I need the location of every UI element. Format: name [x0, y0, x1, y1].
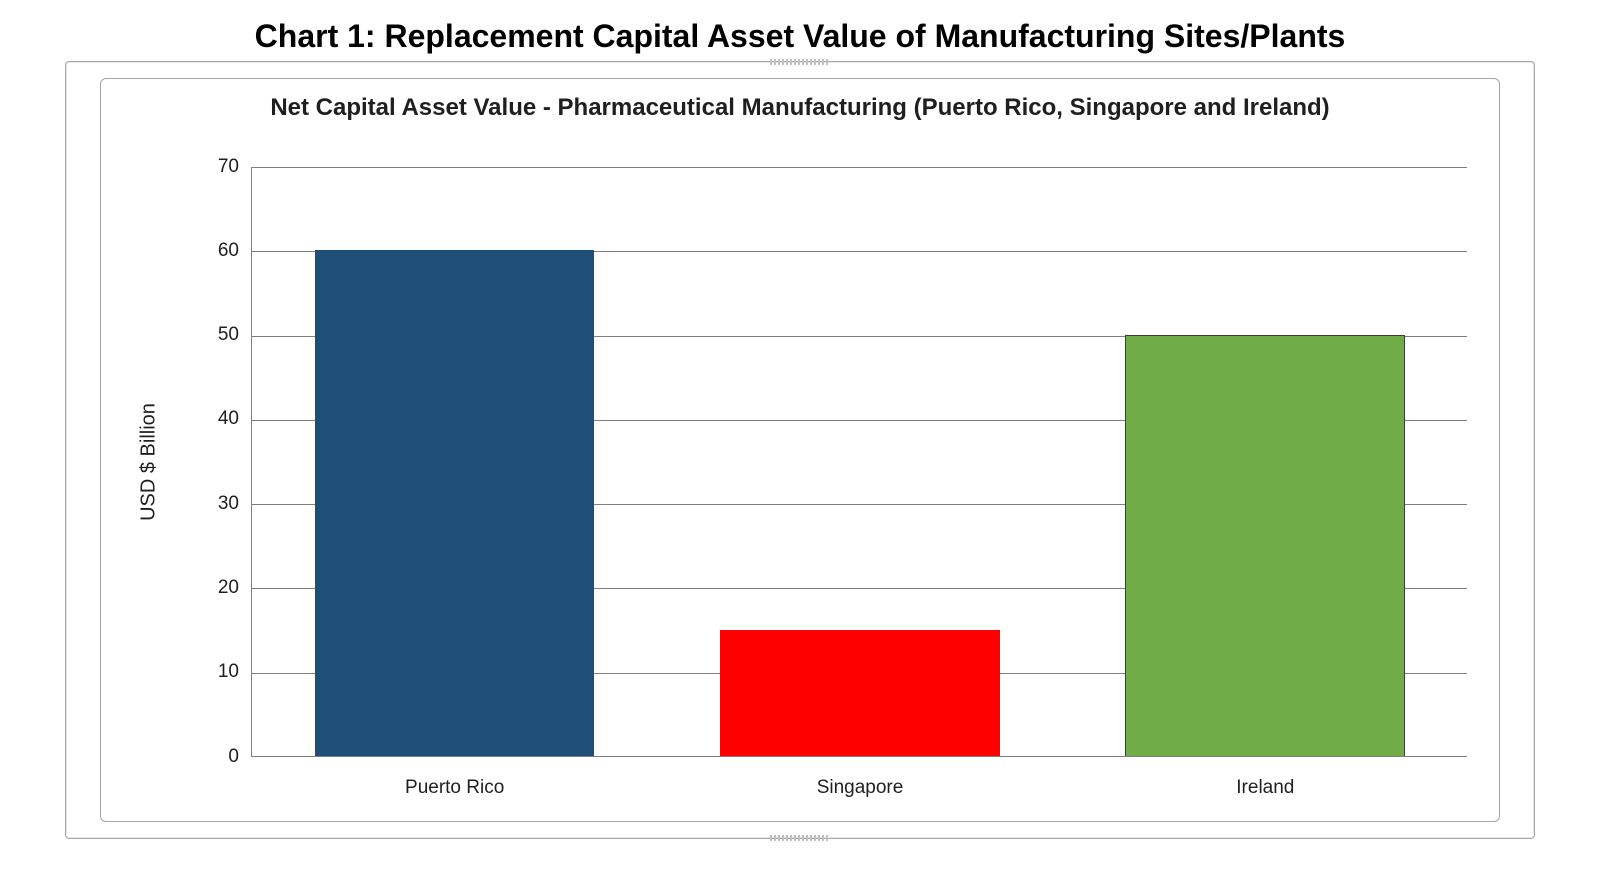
- x-tick-label: Puerto Rico: [335, 777, 575, 799]
- plot-area: 010203040506070Puerto RicoSingaporeIrela…: [251, 167, 1467, 757]
- main-title: Chart 1: Replacement Capital Asset Value…: [60, 18, 1540, 55]
- y-tick-label: 40: [189, 408, 239, 430]
- y-tick-label: 10: [189, 661, 239, 683]
- y-tick-label: 0: [189, 746, 239, 768]
- bar-singapore: [720, 630, 1000, 756]
- chart-outer-frame: Net Capital Asset Value - Pharmaceutical…: [65, 61, 1535, 839]
- x-tick-label: Singapore: [740, 777, 980, 799]
- y-tick-label: 20: [189, 577, 239, 599]
- y-tick-label: 30: [189, 493, 239, 515]
- gridline: [252, 167, 1467, 168]
- page: Chart 1: Replacement Capital Asset Value…: [0, 18, 1600, 893]
- y-tick-label: 50: [189, 324, 239, 346]
- chart-inner-frame: Net Capital Asset Value - Pharmaceutical…: [100, 78, 1500, 822]
- y-tick-label: 60: [189, 240, 239, 262]
- y-tick-label: 70: [189, 156, 239, 178]
- bar-ireland: [1125, 335, 1405, 756]
- y-axis-label: USD $ Billion: [138, 403, 161, 521]
- bar-puerto-rico: [315, 250, 595, 756]
- chart-title: Net Capital Asset Value - Pharmaceutical…: [101, 93, 1499, 123]
- x-tick-label: Ireland: [1145, 777, 1385, 799]
